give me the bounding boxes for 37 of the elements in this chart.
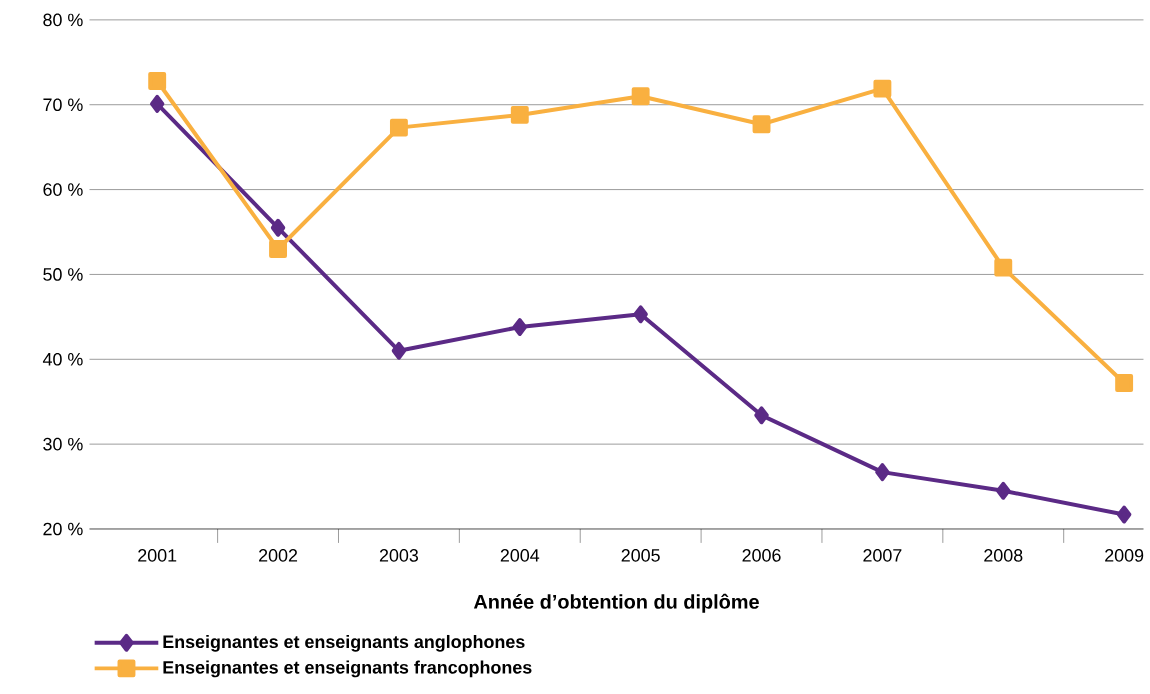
y-tick-label: 80 % xyxy=(43,13,83,27)
point xyxy=(512,318,527,336)
legend-label: Enseignantes et enseignants anglophones xyxy=(163,634,525,652)
point xyxy=(1115,374,1134,392)
point xyxy=(754,406,769,425)
point xyxy=(633,305,648,324)
point xyxy=(873,79,892,98)
y-tick-label: 50 % xyxy=(43,268,83,281)
point xyxy=(994,258,1013,277)
point xyxy=(389,118,408,137)
x-axis-title: Année d’obtention du diplôme xyxy=(473,593,759,613)
y-tick-label: 60 % xyxy=(43,183,83,196)
x-tick-label: 2008 xyxy=(984,549,1023,562)
x-tick-label: 2002 xyxy=(259,549,298,562)
point xyxy=(269,240,287,258)
x-tick-label: 2006 xyxy=(742,549,781,562)
point xyxy=(391,341,407,360)
y-tick-label: 30 % xyxy=(43,437,83,451)
point xyxy=(1116,505,1132,524)
x-tick-label: 2005 xyxy=(621,549,660,562)
x-tick-label: 2003 xyxy=(379,549,419,562)
y-tick-label: 20 % xyxy=(43,522,83,536)
x-tick-label: 2009 xyxy=(1105,549,1144,562)
y-tick-label: 70 % xyxy=(43,98,83,112)
point xyxy=(875,463,890,482)
point xyxy=(631,87,650,106)
x-tick-label: 2004 xyxy=(500,549,540,562)
point xyxy=(148,72,167,90)
legend-label: Enseignantes et enseignants francophones xyxy=(163,660,532,678)
y-tick-label: 40 % xyxy=(42,352,83,366)
point xyxy=(996,481,1011,500)
point xyxy=(510,105,529,124)
point xyxy=(752,115,771,134)
point xyxy=(270,218,286,237)
point xyxy=(149,94,165,113)
x-tick-label: 2007 xyxy=(863,549,902,562)
x-tick-label: 2001 xyxy=(138,549,177,562)
